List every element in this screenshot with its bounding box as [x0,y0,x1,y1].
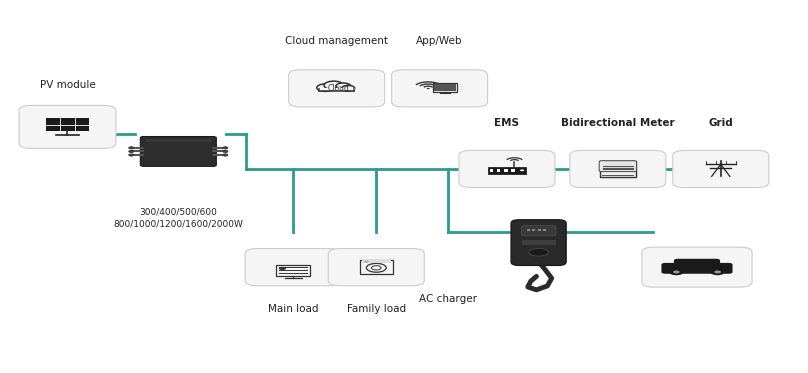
FancyBboxPatch shape [328,248,424,286]
Bar [488,167,526,174]
Bar [511,169,515,172]
Circle shape [279,267,286,270]
Circle shape [128,147,134,149]
Text: 300/400/500/600
800/1000/1200/1600/2000W: 300/400/500/600 800/1000/1200/1600/2000W [113,207,243,228]
Circle shape [317,84,334,91]
Text: AC charger: AC charger [419,294,477,304]
Circle shape [223,147,228,149]
Circle shape [673,270,680,273]
Circle shape [324,81,343,90]
Bar [537,229,541,231]
Text: App/Web: App/Web [416,36,463,46]
FancyBboxPatch shape [392,70,487,107]
Bar [543,229,545,231]
FancyBboxPatch shape [674,259,720,269]
Text: Family load: Family load [347,304,406,314]
Circle shape [128,150,134,153]
Bar [497,169,500,172]
Bar [145,139,211,142]
Bar [46,118,89,131]
Text: EMS: EMS [494,118,520,128]
FancyBboxPatch shape [521,226,556,236]
FancyBboxPatch shape [288,70,385,107]
FancyBboxPatch shape [570,150,666,188]
Bar [433,83,457,93]
Circle shape [427,88,430,89]
Circle shape [366,263,386,272]
Circle shape [342,85,355,91]
Text: PV module: PV module [40,80,95,90]
Circle shape [372,266,381,270]
Text: Bidirectional Meter: Bidirectional Meter [561,118,675,128]
Bar [527,229,530,231]
Circle shape [669,269,684,275]
Bar [318,88,355,91]
Bar [532,229,536,231]
Bar [360,260,393,275]
FancyBboxPatch shape [459,150,555,188]
Bar [504,169,507,172]
Bar [361,260,391,263]
FancyBboxPatch shape [662,263,733,274]
Circle shape [336,83,351,90]
Bar [522,240,556,245]
FancyBboxPatch shape [245,248,341,286]
FancyBboxPatch shape [673,150,768,188]
Bar [490,169,493,172]
Text: Cloud: Cloud [327,85,349,94]
Bar [434,84,456,91]
Circle shape [364,261,368,263]
Circle shape [710,269,725,275]
Circle shape [128,154,134,156]
Bar [600,161,636,177]
FancyBboxPatch shape [19,106,116,148]
FancyBboxPatch shape [642,247,752,287]
Ellipse shape [528,248,549,256]
FancyBboxPatch shape [600,161,637,172]
Bar [276,265,310,276]
Circle shape [714,270,721,273]
Circle shape [223,150,228,153]
Text: Main load: Main load [268,304,318,314]
Circle shape [520,169,524,171]
Circle shape [223,154,228,156]
Text: Grid: Grid [709,118,733,128]
FancyBboxPatch shape [511,220,566,266]
Text: Cloud management: Cloud management [285,36,388,46]
FancyBboxPatch shape [141,137,217,166]
